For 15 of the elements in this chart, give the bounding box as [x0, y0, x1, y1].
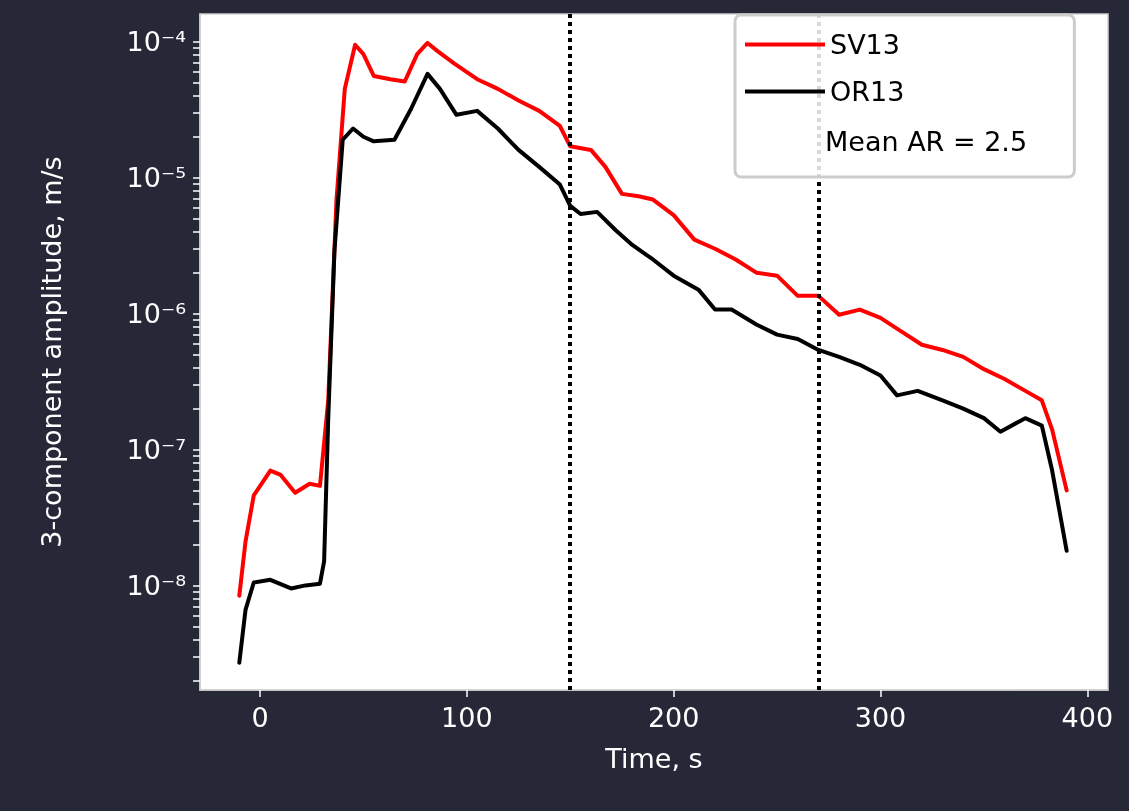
x-tick-label: 400 — [1061, 702, 1114, 733]
y-tick-label: 10⁻⁴ — [126, 26, 186, 58]
y-axis-title: 3-component amplitude, m/s — [36, 156, 67, 548]
y-tick-label: 10⁻⁷ — [126, 433, 186, 465]
x-tick-label: 0 — [251, 702, 269, 733]
x-tick-label: 200 — [647, 702, 700, 733]
annotation: Mean AR = 2.5 — [825, 126, 1028, 157]
y-tick-label: 10⁻⁸ — [126, 569, 186, 601]
legend-label: OR13 — [830, 76, 905, 107]
x-axis-title: Time, s — [604, 743, 703, 774]
legend-label: SV13 — [830, 29, 900, 60]
x-tick-label: 100 — [441, 702, 493, 733]
y-tick-label: 10⁻⁵ — [126, 162, 186, 194]
y-tick-label: 10⁻⁶ — [126, 298, 186, 330]
x-tick-label: 300 — [854, 702, 907, 733]
